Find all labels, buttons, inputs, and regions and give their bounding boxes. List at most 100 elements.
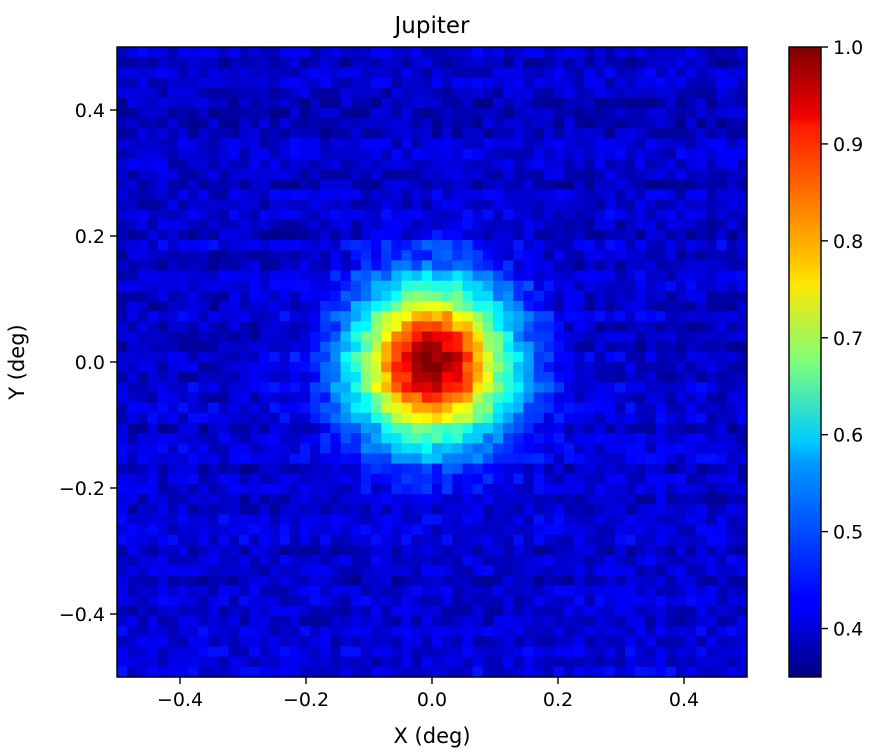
heatmap-cell (736, 209, 748, 221)
heatmap-cell (401, 250, 413, 261)
heatmap-cell (198, 504, 210, 516)
heatmap-cell (716, 504, 728, 516)
heatmap-cell (381, 626, 392, 637)
heatmap-cell (523, 666, 535, 678)
heatmap-cell (543, 514, 555, 526)
heatmap-cell (492, 199, 504, 211)
heatmap-cell (350, 636, 362, 648)
heatmap-cell (259, 636, 271, 648)
heatmap-cell (320, 311, 331, 322)
heatmap-cell (310, 301, 321, 312)
heatmap-cell (117, 534, 128, 546)
heatmap-cell (279, 168, 291, 180)
heatmap-cell (523, 301, 535, 312)
heatmap-cell (320, 250, 331, 261)
heatmap-cell (675, 47, 687, 58)
heatmap-cell (238, 260, 250, 272)
heatmap-cell (360, 209, 372, 221)
heatmap-cell (249, 179, 260, 190)
heatmap-cell (371, 280, 382, 292)
heatmap-cell (604, 199, 616, 211)
heatmap-cell (492, 402, 504, 414)
heatmap-cell (503, 636, 514, 648)
heatmap-cell (208, 47, 220, 58)
heatmap-cell (360, 605, 372, 617)
heatmap-cell (553, 47, 565, 58)
heatmap-cell (686, 575, 697, 587)
heatmap-cell (147, 544, 159, 556)
heatmap-cell (716, 199, 728, 211)
heatmap-cell (584, 107, 596, 119)
heatmap-cell (696, 514, 707, 526)
heatmap-cell (391, 67, 403, 79)
heatmap-cell (594, 382, 606, 394)
heatmap-cell (320, 351, 331, 363)
heatmap-cell (553, 575, 565, 587)
heatmap-cell (411, 138, 423, 150)
heatmap-cell (330, 514, 342, 526)
heatmap-cell (228, 412, 240, 424)
heatmap-cell (513, 565, 525, 576)
heatmap-cell (533, 514, 545, 526)
heatmap-cell (157, 107, 169, 119)
heatmap-cell (492, 87, 504, 99)
heatmap-cell (706, 158, 718, 170)
heatmap-cell (503, 504, 514, 516)
heatmap-cell (228, 595, 240, 607)
heatmap-cell (452, 595, 464, 607)
heatmap-cell (320, 372, 331, 383)
heatmap-cell (218, 158, 230, 170)
heatmap-cell (462, 555, 474, 566)
heatmap-cell (127, 158, 138, 170)
heatmap-cell (503, 97, 514, 109)
heatmap-cell (553, 494, 565, 505)
heatmap-cell (482, 605, 494, 617)
heatmap-cell (553, 321, 565, 333)
heatmap-cell (614, 524, 626, 536)
heatmap-cell (604, 636, 616, 648)
heatmap-cell (289, 666, 301, 678)
heatmap-cell (625, 57, 636, 68)
heatmap-cell (340, 585, 352, 597)
heatmap-cell (228, 280, 240, 292)
heatmap-cell (574, 199, 586, 211)
heatmap-cell (188, 636, 199, 648)
heatmap-cell (503, 250, 514, 261)
heatmap-cell (167, 382, 179, 394)
heatmap-cell (330, 524, 342, 536)
heatmap-cell (177, 565, 189, 576)
heatmap-cell (594, 534, 606, 546)
heatmap-cell (492, 534, 504, 546)
heatmap-cell (218, 321, 230, 333)
heatmap-cell (645, 636, 657, 648)
heatmap-cell (706, 494, 718, 505)
heatmap-cell (421, 595, 433, 607)
heatmap-cell (523, 321, 535, 333)
heatmap-cell (462, 97, 474, 109)
heatmap-cell (635, 128, 646, 140)
heatmap-cell (482, 504, 494, 516)
heatmap-cell (157, 372, 169, 383)
heatmap-cell (208, 260, 220, 272)
heatmap-cell (523, 240, 535, 251)
heatmap-cell (614, 331, 626, 343)
heatmap-cell (320, 179, 331, 190)
heatmap-cell (665, 240, 677, 251)
heatmap-cell (208, 412, 220, 424)
heatmap-cell (482, 514, 494, 526)
heatmap-cell (736, 118, 748, 129)
heatmap-cell (716, 311, 728, 322)
heatmap-cell (543, 97, 555, 109)
heatmap-cell (553, 463, 565, 475)
heatmap-cell (716, 168, 728, 180)
heatmap-cell (472, 107, 484, 119)
heatmap-cell (482, 311, 494, 322)
heatmap-cell (452, 443, 464, 455)
heatmap-cell (696, 524, 707, 536)
heatmap-cell (655, 392, 667, 404)
heatmap-cell (238, 301, 250, 312)
heatmap-cell (269, 504, 281, 516)
heatmap-cell (675, 138, 687, 150)
heatmap-cell (625, 463, 636, 475)
heatmap-cell (310, 666, 321, 678)
